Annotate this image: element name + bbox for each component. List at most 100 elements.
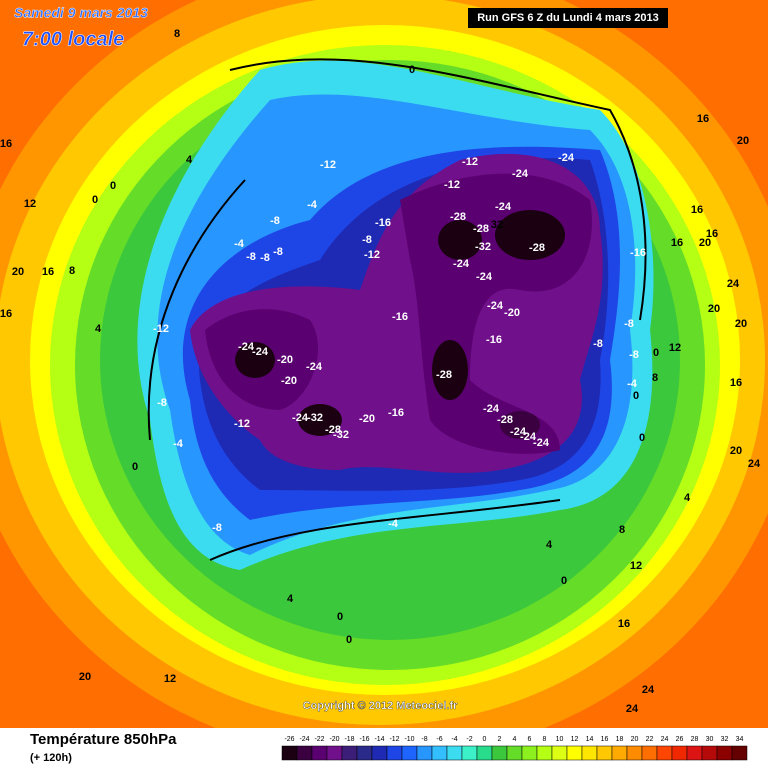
contour-label: 4	[287, 593, 294, 605]
contour-label: 20	[735, 318, 747, 330]
contour-label: -24	[252, 346, 269, 358]
colorbar-label: -16	[359, 736, 369, 743]
colorbar-label: -26	[284, 736, 294, 743]
contour-label: -8	[629, 349, 639, 361]
colorbar-label: -2	[466, 736, 472, 743]
contour-label: 0	[92, 194, 98, 206]
contour-label: -16	[486, 334, 502, 346]
colorbar-label: 0	[483, 736, 487, 743]
colorbar-label: -12	[389, 736, 399, 743]
contour-label: 12	[669, 342, 681, 354]
contour-label: -24	[520, 431, 537, 443]
contour-label: -28	[325, 424, 341, 436]
lead-time: (+ 120h)	[30, 752, 72, 764]
contour-label: 0	[132, 461, 138, 473]
contour-label: 0	[346, 634, 352, 646]
colorbar-swatch	[296, 745, 313, 761]
contour-label: -24	[453, 258, 470, 270]
contour-label: 16	[697, 113, 709, 125]
colorbar-label: -24	[299, 736, 309, 743]
colorbar-swatch	[701, 745, 718, 761]
contour-label: -24	[495, 201, 512, 213]
colorbar-swatch	[611, 745, 628, 761]
contour-label: -20	[277, 354, 293, 366]
contour-label: 4	[546, 539, 553, 551]
contour-label: -4	[388, 518, 399, 530]
colorbar-label: 28	[691, 736, 699, 743]
contour-label: 4	[95, 323, 102, 335]
colorbar-swatch	[311, 745, 328, 761]
colorbar-swatch	[731, 745, 748, 761]
contour-label: 12	[24, 198, 36, 210]
contour-label: -16	[392, 311, 408, 323]
colorbar-swatch	[416, 745, 433, 761]
valid-time: 7:00 locale	[22, 28, 124, 50]
contour-label: 16	[42, 266, 54, 278]
contour-label: 16	[691, 204, 703, 216]
contour-label: -12	[444, 179, 460, 191]
contour-label: -20	[359, 413, 375, 425]
colorbar-swatch	[461, 745, 478, 761]
contour-label: 8	[652, 372, 658, 384]
contour-label: 24	[748, 458, 761, 470]
contour-label: 24	[727, 278, 740, 290]
colorbar-swatch	[281, 745, 298, 761]
colorbar-swatch	[716, 745, 733, 761]
contour-label: -16	[375, 217, 391, 229]
colorbar-label: 30	[706, 736, 714, 743]
field-title: Température 850hPa	[30, 731, 177, 748]
contour-label: -32	[307, 412, 323, 424]
colorbar-swatch	[641, 745, 658, 761]
contour-label: 0	[337, 611, 343, 623]
contour-label: -20	[504, 307, 520, 319]
valid-date: Samedi 9 mars 2013	[14, 5, 148, 21]
colorbar-label: -4	[451, 736, 457, 743]
contour-label: -28	[436, 369, 452, 381]
contour-label: -20	[281, 375, 297, 387]
colorbar-swatch	[476, 745, 493, 761]
contour-label: -4	[173, 438, 184, 450]
colorbar-swatch	[626, 745, 643, 761]
contour-label: -8	[362, 234, 372, 246]
contour-label: -32	[333, 429, 349, 441]
contour-label: -24	[533, 437, 550, 449]
contour-label: -24	[292, 412, 309, 424]
colorbar-label: 32	[721, 736, 729, 743]
colorbar-swatch	[371, 745, 388, 761]
contour-label: 4	[684, 492, 691, 504]
colorbar-label: -22	[314, 736, 324, 743]
contour-label: 24	[626, 703, 639, 715]
run-box	[468, 8, 668, 28]
colorbar-label: 4	[513, 736, 517, 743]
contour-label: -24	[238, 341, 255, 353]
contour-label: -28	[450, 211, 466, 223]
colorbar-label: 6	[528, 736, 532, 743]
contour-label: -8	[270, 215, 280, 227]
contour-label: -24	[476, 271, 493, 283]
colorbar-label: 20	[631, 736, 639, 743]
contour-label: 20	[699, 237, 711, 249]
colorbar-swatch	[491, 745, 508, 761]
colorbar-label: -8	[421, 736, 427, 743]
contour-label: -24	[487, 300, 504, 312]
contour-label: 16	[671, 237, 683, 249]
colorbar-swatch	[671, 745, 688, 761]
contour-label: -24	[558, 152, 575, 164]
contour-label: -12	[364, 249, 380, 261]
contour-label: -8	[212, 522, 222, 534]
contour-label: 0	[633, 390, 639, 402]
colorbar-label: -14	[374, 736, 384, 743]
contour-label: 20	[730, 445, 742, 457]
contour-label: -8	[246, 251, 256, 263]
contour-label: -12	[153, 323, 169, 335]
contour-label: -16	[388, 407, 404, 419]
colorbar-swatch	[386, 745, 403, 761]
colorbar-swatch	[536, 745, 553, 761]
colorbar-swatch	[551, 745, 568, 761]
contour-label: -32	[475, 241, 491, 253]
contour-label: 16	[730, 377, 742, 389]
contour-label: -24	[510, 426, 527, 438]
contour-label: 12	[164, 673, 176, 685]
